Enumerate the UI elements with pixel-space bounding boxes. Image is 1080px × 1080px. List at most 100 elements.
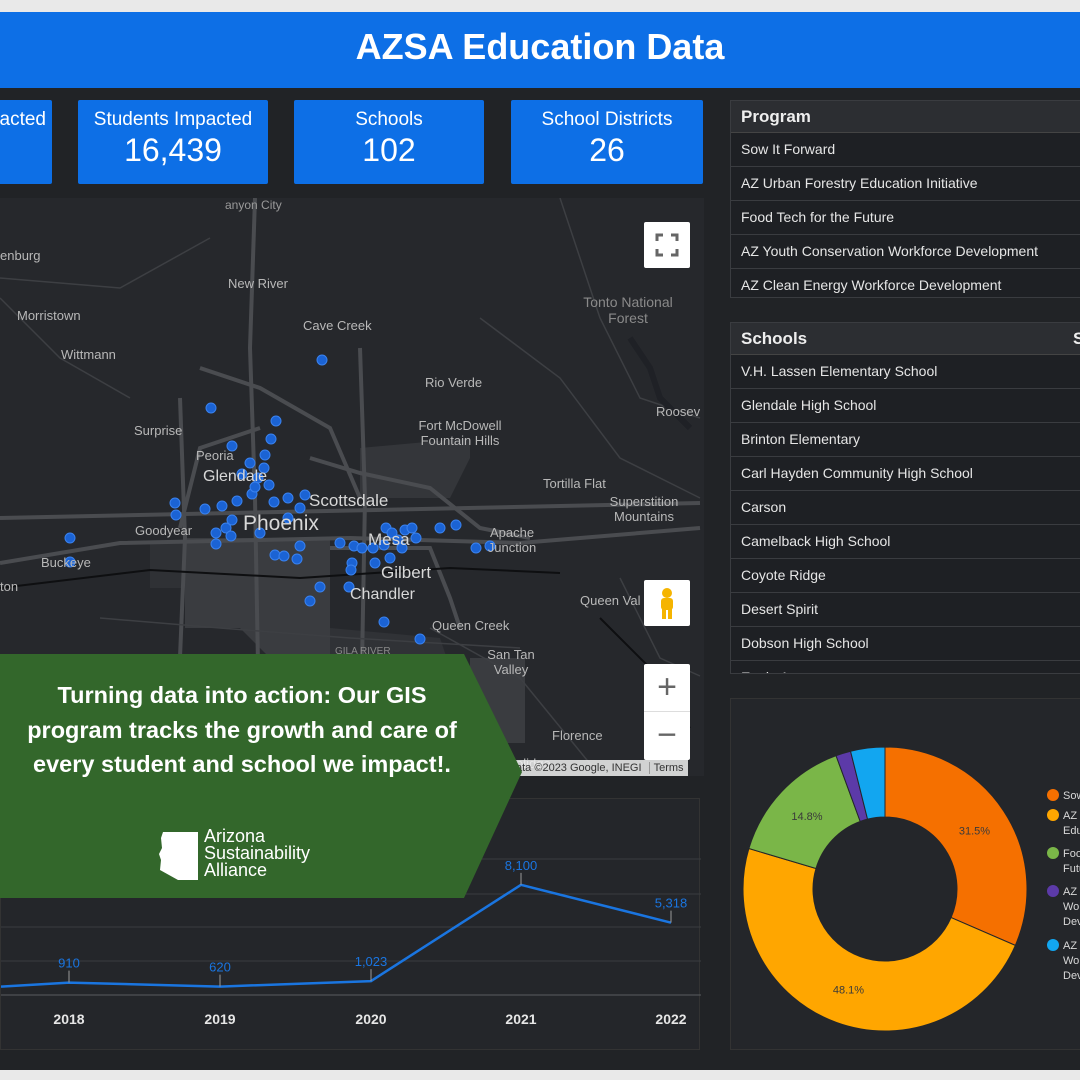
schools-table-header[interactable]: Schools S <box>731 323 1080 355</box>
map-label: Superstition Mountains <box>609 494 679 524</box>
table-row[interactable]: Dobson High School <box>731 627 1080 661</box>
table-row[interactable]: Eagle Aer... <box>731 661 1080 673</box>
kpi-card-districts: School Districts 26 <box>511 100 703 184</box>
map-label: Goodyear <box>135 523 193 538</box>
data-label: 5,318 <box>655 896 688 911</box>
map-label: Fort McDowell Fountain Hills <box>418 418 502 448</box>
map-label: Queen Creek <box>432 618 510 633</box>
slice-label: 48.1% <box>833 985 864 997</box>
dashboard: AZSA Education Data acted Students Impac… <box>0 12 1080 1070</box>
legend-label: Wo <box>1063 901 1079 913</box>
promo-banner: Turning data into action: Our GIS progra… <box>0 654 522 898</box>
map-label: Tonto National Forest <box>583 294 673 326</box>
map-label: Glendale <box>203 468 268 485</box>
map-label: Roosev <box>656 404 701 419</box>
schools-table: Schools S V.H. Lassen Elementary School … <box>730 322 1080 674</box>
brand-name: Arizona Sustainability Alliance <box>204 826 311 880</box>
kpi-card-schools: Schools 102 <box>294 100 484 184</box>
map-attribution: ata ©2023 Google, INEGI Terms <box>512 760 688 776</box>
kpi-card-students: Students Impacted 16,439 <box>78 100 268 184</box>
donut-slice <box>742 847 1016 1032</box>
table-row[interactable]: Sow It Forward <box>731 133 1080 167</box>
map-label: GILA RIVER <box>335 646 391 657</box>
x-tick-label: 2018 <box>53 1011 84 1027</box>
kpi-value: 102 <box>362 132 416 168</box>
slice-label: 31.5% <box>959 825 990 837</box>
zoom-in-button[interactable]: + <box>644 664 690 712</box>
page-title: AZSA Education Data <box>0 12 1080 88</box>
map-label: Cave Creek <box>303 318 372 333</box>
legend-label: Futu <box>1063 863 1080 875</box>
school-map[interactable]: enburg New River Cave Creek Morristown W… <box>0 198 704 776</box>
table-row[interactable]: Food Tech for the Future <box>731 201 1080 235</box>
table-row[interactable]: AZ Clean Energy Workforce Development <box>731 269 1080 297</box>
kpi-value: 16,439 <box>124 132 222 168</box>
series-line <box>0 883 672 988</box>
x-tick-label: 2022 <box>655 1011 686 1027</box>
brand-line: Arizona <box>204 826 266 846</box>
table-row[interactable]: Coyote Ridge <box>731 559 1080 593</box>
table-row[interactable]: Carl Hayden Community High School <box>731 457 1080 491</box>
table-row[interactable]: AZ Youth Conservation Workforce Developm… <box>731 235 1080 269</box>
legend-label: Wo <box>1063 955 1079 967</box>
x-tick-label: 2020 <box>355 1011 386 1027</box>
table-row[interactable]: AZ Urban Forestry Education Initiative <box>731 167 1080 201</box>
legend-marker <box>1047 847 1059 859</box>
pegman-button[interactable] <box>644 580 690 626</box>
donut-chart-svg: 31.5% 48.1% 14.8% Sow AZ Edu Foo Futu AZ Wo Dev AZ W… <box>742 746 1080 1032</box>
legend-marker <box>1047 789 1059 801</box>
slice-label: 14.8% <box>791 811 822 823</box>
fullscreen-icon <box>655 233 679 257</box>
map-label: enburg <box>0 248 41 263</box>
program-table-header[interactable]: Program <box>731 101 1080 133</box>
map-label: Apache Junction <box>487 525 537 555</box>
attribution-text: ata ©2023 Google, INEGI <box>516 762 642 774</box>
kpi-label: School Districts <box>541 109 673 130</box>
kpi-label: acted <box>0 109 46 130</box>
map-label: San Tan Valley <box>487 647 535 677</box>
kpi-label: Students Impacted <box>93 109 253 130</box>
arizona-state-icon <box>159 832 198 880</box>
legend-label: Foo <box>1063 848 1080 860</box>
terms-link[interactable]: Terms <box>648 762 684 774</box>
legend-label: Edu <box>1063 825 1080 837</box>
table-row[interactable]: Camelback High School <box>731 525 1080 559</box>
map-label: Morristown <box>17 308 81 323</box>
program-share-chart: 31.5% 48.1% 14.8% Sow AZ Edu Foo Futu AZ Wo Dev AZ W… <box>730 698 1080 1050</box>
table-row[interactable]: Desert Spirit <box>731 593 1080 627</box>
table-row[interactable]: Brinton Elementary <box>731 423 1080 457</box>
table-row[interactable]: Glendale High School <box>731 389 1080 423</box>
map-label: Queen Val <box>580 593 641 608</box>
legend-marker <box>1047 939 1059 951</box>
legend-label: AZ <box>1063 940 1077 952</box>
legend-label: AZ <box>1063 886 1077 898</box>
map-label: Mesa <box>368 530 410 549</box>
table-row[interactable]: Carson <box>731 491 1080 525</box>
zoom-control: + − <box>644 664 690 760</box>
legend-label: AZ <box>1063 810 1077 822</box>
map-label: anyon City <box>225 198 282 212</box>
program-table: Program Sow It Forward AZ Urban Forestry… <box>730 100 1080 298</box>
map-label: ton <box>0 579 19 594</box>
schools-header-label: Schools <box>741 329 808 348</box>
legend-marker <box>1047 809 1059 821</box>
data-label: 910 <box>58 956 80 971</box>
data-label: 8,100 <box>505 858 538 873</box>
pegman-icon <box>661 588 673 619</box>
line-chart-svg: 910 2018 620 2019 1,023 2020 8,100 2021 5,318 202… <box>0 858 701 1027</box>
legend-marker <box>1047 885 1059 897</box>
map-label: Scottsdale <box>309 491 389 510</box>
x-tick-label: 2019 <box>204 1011 235 1027</box>
zoom-out-button[interactable]: − <box>657 716 677 754</box>
donut-slice <box>849 746 886 820</box>
brand-line: Sustainability <box>204 843 311 863</box>
x-tick-label: 2021 <box>505 1011 536 1027</box>
map-label: Phoenix <box>243 512 319 535</box>
table-row[interactable]: V.H. Lassen Elementary School <box>731 355 1080 389</box>
kpi-card-0: acted <box>0 100 52 184</box>
legend-label: Dev <box>1063 916 1080 928</box>
brand-line: Alliance <box>204 860 268 880</box>
promo-message: Turning data into action: Our GIS progra… <box>27 682 457 777</box>
data-label: 620 <box>209 960 231 975</box>
fullscreen-button[interactable] <box>644 222 690 268</box>
